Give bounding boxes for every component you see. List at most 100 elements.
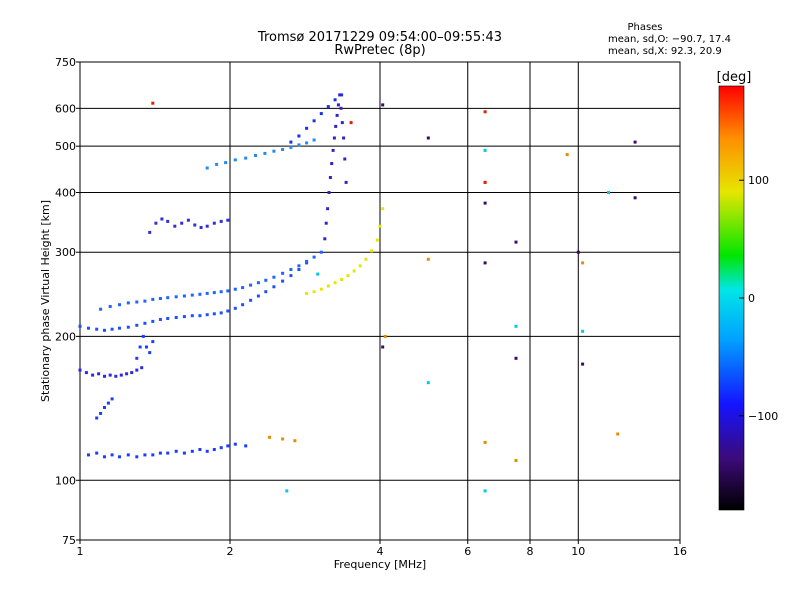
data-point <box>91 373 95 377</box>
colorbar-tick-label: 100 <box>748 174 769 187</box>
data-point <box>166 296 170 300</box>
data-point <box>158 451 162 455</box>
data-point <box>158 297 162 300</box>
data-point <box>346 274 350 278</box>
data-point <box>205 449 209 453</box>
data-point <box>135 300 139 304</box>
data-point <box>383 334 387 338</box>
x-tick-label: 16 <box>673 545 687 558</box>
data-point <box>305 141 309 145</box>
data-point <box>331 148 335 152</box>
data-point <box>166 317 170 320</box>
data-point <box>198 314 202 318</box>
data-point <box>305 259 309 263</box>
data-point <box>333 281 337 285</box>
y-tick-label: 500 <box>55 140 76 153</box>
data-point <box>193 223 197 227</box>
data-point <box>264 278 268 282</box>
data-point <box>226 289 230 293</box>
y-tick-label: 300 <box>55 246 76 259</box>
data-point <box>126 325 130 329</box>
data-point <box>249 298 253 302</box>
data-point <box>312 290 316 294</box>
data-point <box>381 207 385 211</box>
data-point <box>140 366 144 370</box>
data-point <box>254 154 257 157</box>
data-point <box>190 293 194 297</box>
data-point <box>135 455 139 459</box>
x-tick-label: 6 <box>464 545 471 558</box>
data-point <box>319 287 323 291</box>
data-point <box>110 327 114 331</box>
data-point <box>205 224 209 228</box>
data-point <box>103 406 106 409</box>
data-point <box>514 324 518 328</box>
x-tick-label: 2 <box>227 545 234 558</box>
data-point <box>154 221 158 225</box>
data-point <box>328 176 332 179</box>
data-point <box>312 119 316 123</box>
data-point <box>174 449 178 453</box>
data-point <box>182 294 186 298</box>
data-point <box>281 148 285 151</box>
data-point <box>256 281 260 285</box>
data-point <box>319 112 323 116</box>
y-tick-label: 750 <box>55 56 76 69</box>
data-point <box>633 140 637 144</box>
data-point <box>219 311 223 315</box>
data-point <box>330 162 334 165</box>
data-point <box>581 261 585 265</box>
data-point <box>483 180 487 184</box>
data-point <box>114 374 118 378</box>
data-point <box>174 316 178 319</box>
data-point <box>205 291 209 295</box>
y-axis: 75 100 200 300 400 500 600 750 <box>55 56 80 547</box>
data-point <box>135 323 139 327</box>
data-point <box>289 145 293 149</box>
data-point <box>143 321 147 325</box>
data-point <box>607 191 610 194</box>
x-tick-label: 8 <box>527 545 534 558</box>
data-point <box>370 249 374 253</box>
data-point <box>381 345 385 349</box>
data-point <box>198 292 202 296</box>
data-point <box>333 98 337 102</box>
data-point <box>190 314 194 318</box>
data-point <box>343 157 347 161</box>
data-point <box>426 136 430 140</box>
data-point <box>95 327 99 331</box>
data-point <box>219 290 223 294</box>
colorbar-tick-label: 0 <box>748 292 755 305</box>
y-tick-label: 100 <box>55 474 76 487</box>
data-point <box>135 356 139 360</box>
chart-title: Tromsø 20171229 09:54:00–09:55:43 <box>257 30 502 45</box>
data-point <box>272 285 276 289</box>
data-point <box>616 432 620 436</box>
data-point <box>151 340 155 344</box>
data-point <box>281 271 285 275</box>
x-tick-label: 4 <box>377 545 384 558</box>
data-point <box>319 250 323 254</box>
data-point <box>305 291 309 295</box>
data-point <box>205 313 209 317</box>
data-point <box>182 315 186 319</box>
data-point <box>565 153 569 157</box>
data-point <box>358 264 362 268</box>
data-point <box>151 297 155 301</box>
grid-lines <box>80 62 680 540</box>
data-point <box>297 268 301 271</box>
data-point <box>160 217 164 221</box>
data-point <box>312 138 316 142</box>
data-point <box>272 275 276 279</box>
colorbar-tick-label: −100 <box>748 410 778 423</box>
y-axis-label: Stationary phase Virtual Height [km] <box>39 200 52 402</box>
data-point <box>426 381 430 385</box>
data-point <box>87 326 90 330</box>
data-point <box>312 255 316 259</box>
data-point <box>212 221 216 225</box>
data-point <box>212 291 216 295</box>
data-point <box>244 444 248 448</box>
data-point <box>138 345 142 349</box>
data-point <box>125 372 129 376</box>
data-point <box>426 257 430 261</box>
